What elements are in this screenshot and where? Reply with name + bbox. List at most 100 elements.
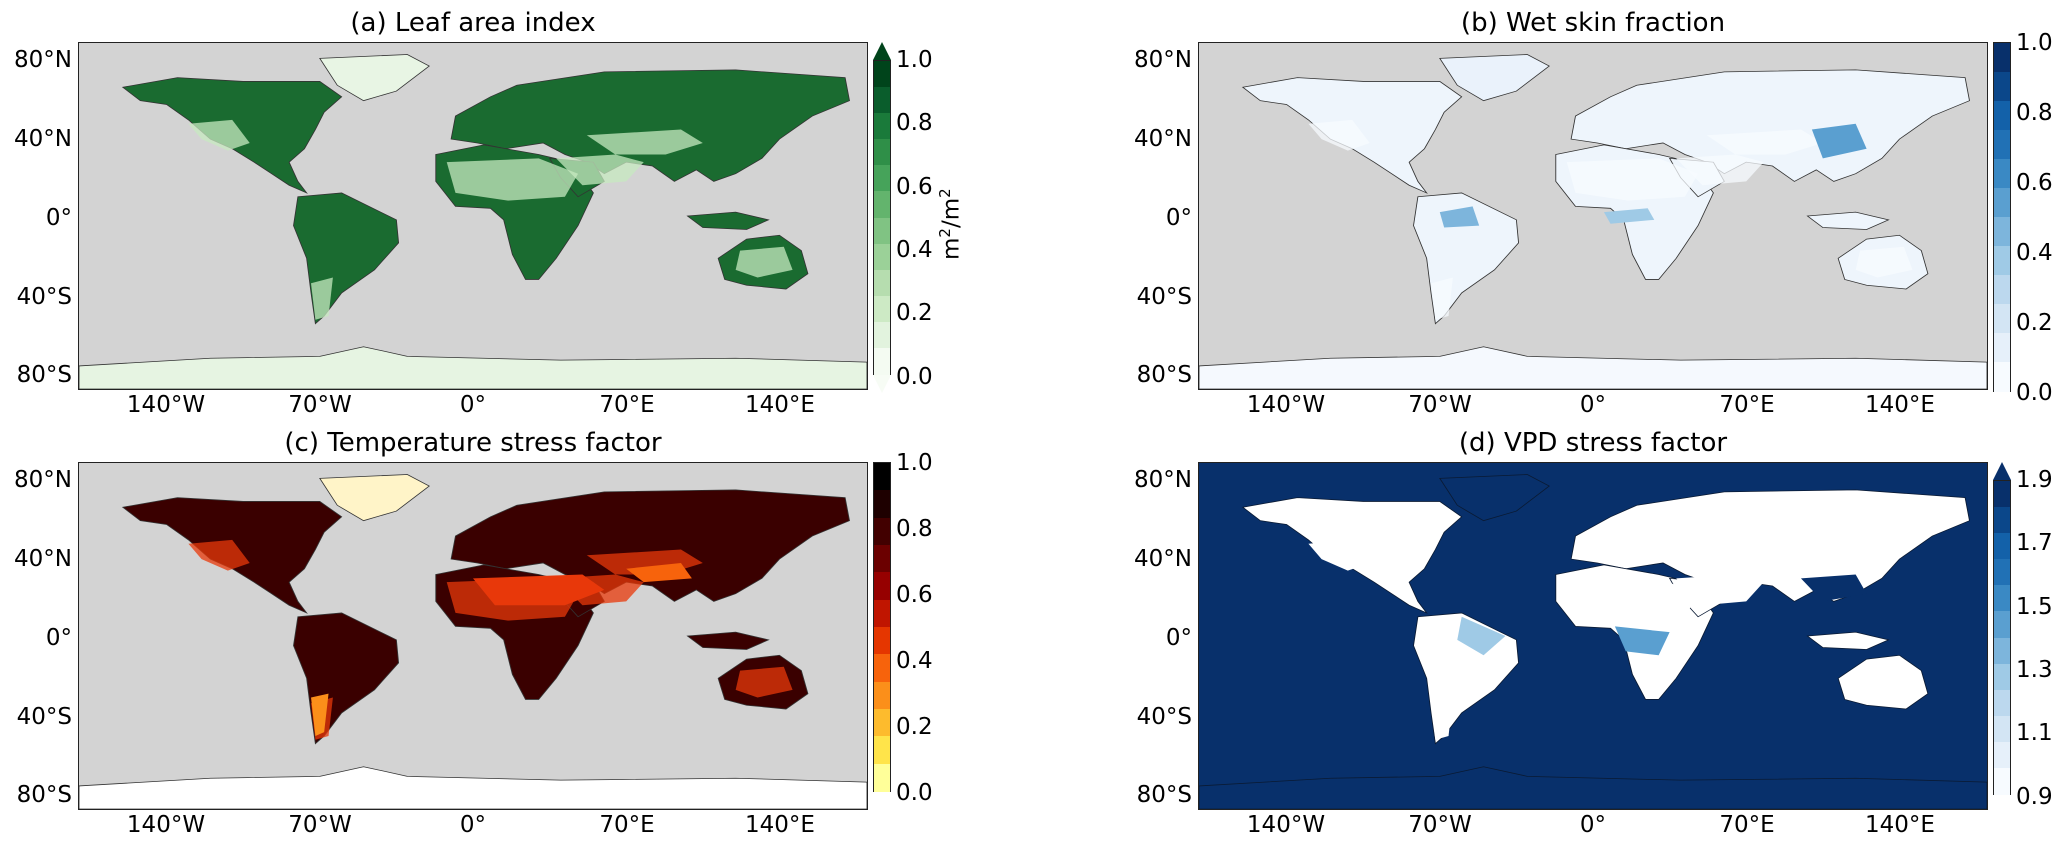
colorbar-tick: 1.5 (2016, 594, 2053, 620)
panel-title: (c) Temperature stress factor (284, 428, 662, 458)
dry-region-centralAsia (1706, 549, 1823, 575)
dry-region-usWest (1308, 119, 1370, 151)
colorbar-extend-top (1993, 462, 2011, 480)
wet-region (1439, 206, 1480, 228)
stress-region (311, 693, 329, 736)
landmass-greenland (319, 54, 430, 102)
dry-region-usWest (1308, 539, 1370, 571)
colorbar-segment (874, 709, 890, 738)
colorbar (1993, 42, 2011, 393)
map-svg (1199, 463, 1987, 809)
lat-tick: 40°N (14, 126, 72, 152)
colorbar-extend-bottom (873, 375, 891, 393)
lat-tick: 80°N (1134, 47, 1192, 73)
vpd-region (1614, 626, 1670, 656)
colorbar-segment (1994, 43, 2010, 74)
lat-tick: 40°N (14, 546, 72, 572)
colorbar-tick: 1.0 (896, 450, 933, 476)
colorbar-segment (1994, 333, 2010, 364)
map-svg (79, 463, 867, 809)
lon-tick: 140°W (1246, 392, 1326, 418)
lon-tick: 70°E (599, 392, 655, 418)
colorbar-segment (874, 321, 890, 349)
vpd-region (1457, 616, 1506, 656)
landmass-antarctica (1199, 766, 1987, 809)
colorbar-segment (874, 61, 890, 89)
stress-region (473, 574, 605, 606)
colorbar-segment (1994, 159, 2010, 190)
colorbar-segment (1994, 637, 2010, 665)
colorbar-tick: 0.0 (2016, 380, 2053, 406)
lon-tick: 70°W (1408, 812, 1472, 838)
colorbar-tick: 1.9 (2016, 467, 2053, 493)
landmass-indonesia (1806, 211, 1890, 230)
colorbar-segment (874, 217, 890, 245)
dry-region-australiaInt (735, 666, 793, 698)
colorbar-tick: 0.2 (896, 714, 933, 740)
lat-tick: 40°N (1134, 126, 1192, 152)
colorbar-extend-bottom (1993, 795, 2011, 813)
lon-tick: 0° (459, 392, 487, 418)
lon-tick: 0° (1579, 812, 1607, 838)
colorbar-segment (874, 463, 890, 492)
lon-tick: 0° (459, 812, 487, 838)
lat-tick: 0° (1165, 625, 1192, 651)
dry-region-middleEast (1676, 574, 1764, 606)
colorbar-tick: 0.2 (2016, 310, 2053, 336)
lat-tick: 80°S (16, 782, 72, 808)
colorbar-segment (1994, 72, 2010, 103)
colorbar-tick: 0.0 (896, 364, 933, 390)
landmass-antarctica (79, 766, 867, 809)
colorbar-segment (1994, 362, 2010, 393)
colorbar-tick: 1.0 (896, 47, 933, 73)
colorbar-tick: 0.6 (2016, 170, 2053, 196)
colorbar-segment (874, 243, 890, 271)
colorbar-segment (874, 295, 890, 323)
colorbar-segment (874, 139, 890, 167)
panel-title: (b) Wet skin fraction (1460, 8, 1726, 38)
world-map (1198, 462, 1988, 810)
colorbar-segment (874, 572, 890, 601)
landmass-antarctica (1199, 346, 1987, 389)
colorbar-tick: 0.4 (896, 237, 933, 263)
lat-tick: 80°N (1134, 467, 1192, 493)
map-svg (79, 43, 867, 389)
lat-tick: 40°S (16, 704, 72, 730)
lat-tick: 40°S (1136, 704, 1192, 730)
colorbar-segment (874, 191, 890, 219)
colorbar-segment (874, 517, 890, 546)
lon-tick: 140°W (126, 812, 206, 838)
lat-tick: 80°N (14, 47, 72, 73)
dry-region-australiaInt (1855, 246, 1913, 278)
colorbar-tick: 1.1 (2016, 720, 2053, 746)
colorbar-segment (874, 113, 890, 141)
lon-tick: 140°E (745, 392, 815, 418)
colorbar-segment (1994, 559, 2010, 587)
colorbar-segment (1994, 188, 2010, 219)
colorbar-segment (874, 654, 890, 683)
dry-region-patagonia (1431, 277, 1453, 320)
lat-tick: 0° (1165, 205, 1192, 231)
landmass-indonesia (686, 631, 770, 650)
colorbar-unit: m2/m2 (936, 188, 965, 260)
lat-tick: 0° (45, 205, 72, 231)
lon-tick: 140°W (1246, 812, 1326, 838)
colorbar-segment (1994, 275, 2010, 306)
lon-tick: 140°E (745, 812, 815, 838)
colorbar-segment (1994, 689, 2010, 717)
map-svg (1199, 43, 1987, 389)
colorbar-segment (1994, 507, 2010, 535)
world-map (78, 462, 868, 810)
lat-tick: 80°S (16, 362, 72, 388)
lat-tick: 40°S (16, 284, 72, 310)
dry-region-usWest (188, 539, 250, 571)
landmass-eurasia (450, 69, 850, 182)
colorbar-segment (1994, 611, 2010, 639)
lon-tick: 140°E (1865, 812, 1935, 838)
colorbar-segment (874, 87, 890, 115)
colorbar-segment (874, 165, 890, 193)
lat-tick: 80°S (1136, 782, 1192, 808)
dry-region-sahara (446, 158, 579, 201)
colorbar-segment (1994, 585, 2010, 613)
vpd-region (1800, 574, 1867, 602)
